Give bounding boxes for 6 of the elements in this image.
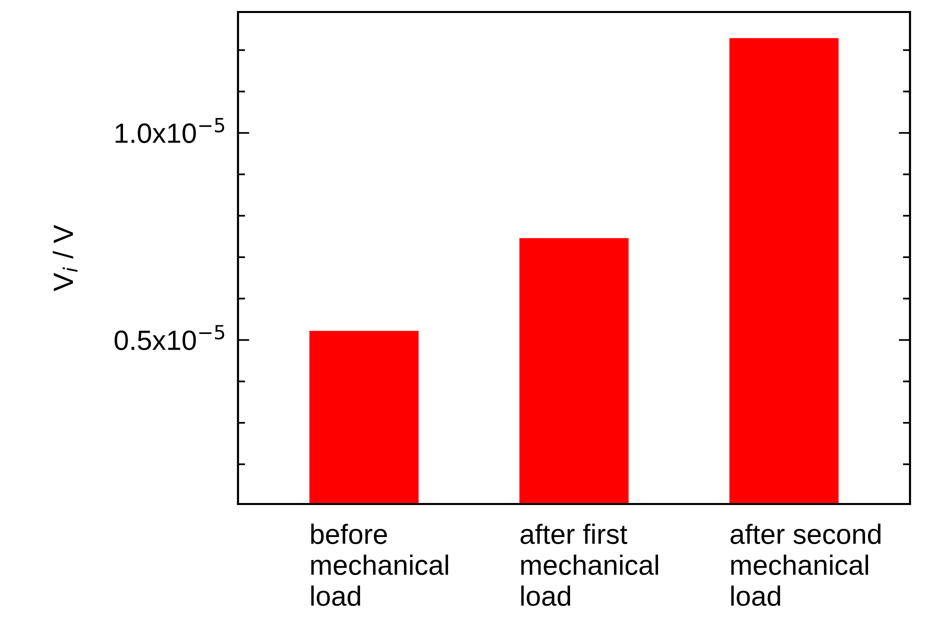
x-tick-label: before mechanical load [311, 524, 448, 606]
y-tick-label: 1.0x10$^{−5}$ [116, 118, 224, 144]
x-tick-label: after second mechanical load [730, 524, 880, 606]
x-tick-label: after first mechanical load [520, 524, 658, 606]
y-axis-title: V$_{i}$ / V [52, 224, 78, 292]
y-tick-label: 0.5x10$^{−5}$ [114, 325, 224, 350]
